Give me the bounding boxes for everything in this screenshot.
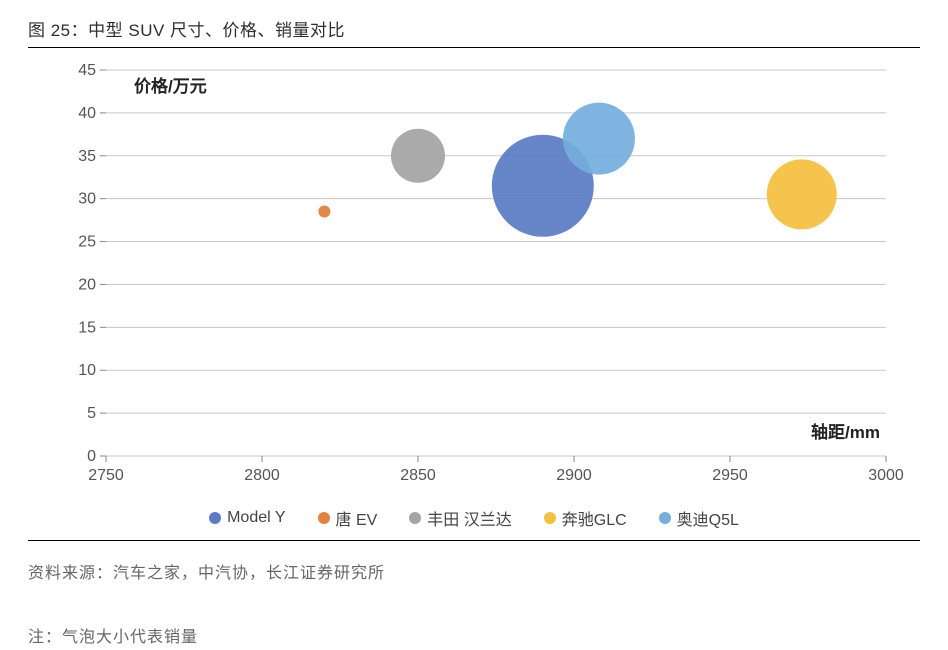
legend-dot-icon <box>409 512 421 524</box>
legend-item: 奥迪Q5L <box>659 506 739 530</box>
legend-item: Model Y <box>209 509 285 527</box>
footnote-line: 注：气泡大小代表销量 <box>28 623 920 647</box>
x-tick-label: 2900 <box>556 467 592 484</box>
legend-label: 丰田 汉兰达 <box>427 506 511 530</box>
bubble-唐-EV <box>318 206 330 218</box>
legend-dot-icon <box>318 512 330 524</box>
chart-legend: Model Y 唐 EV 丰田 汉兰达 奔驰GLC 奥迪Q5L <box>28 502 920 541</box>
bubble-奔驰GLC <box>767 159 837 229</box>
x-tick-label: 2750 <box>88 467 124 484</box>
x-axis-label: 轴距/mm <box>811 422 880 442</box>
x-tick-label: 3000 <box>868 467 904 484</box>
chart-area: 0 5 10 15 20 25 30 35 40 45 2750 2800 2850 2900 2950 30… <box>28 52 920 502</box>
legend-dot-icon <box>659 512 671 524</box>
legend-label: 奥迪Q5L <box>677 506 739 530</box>
y-tick-label: 45 <box>78 62 96 79</box>
y-tick-label: 35 <box>78 148 96 165</box>
y-tick-label: 10 <box>78 362 96 379</box>
y-tick-label: 0 <box>87 448 96 465</box>
bubble-奥迪Q5L <box>563 103 635 175</box>
y-tick-label: 15 <box>78 319 96 336</box>
legend-label: 奔驰GLC <box>562 506 627 530</box>
legend-item: 唐 EV <box>318 506 378 530</box>
y-tick-label: 40 <box>78 105 96 122</box>
y-axis-label: 价格/万元 <box>134 76 207 96</box>
x-tick-label: 2800 <box>244 467 280 484</box>
source-line: 资料来源：汽车之家，中汽协，长江证券研究所 <box>28 559 920 583</box>
legend-label: 唐 EV <box>336 506 378 530</box>
legend-dot-icon <box>209 512 221 524</box>
legend-item: 奔驰GLC <box>544 506 627 530</box>
x-tick-label: 2950 <box>712 467 748 484</box>
figure-title: 图 25：中型 SUV 尺寸、价格、销量对比 <box>28 21 345 40</box>
bubble-丰田-汉兰达 <box>391 129 445 183</box>
y-tick-label: 25 <box>78 234 96 251</box>
y-tick-label: 20 <box>78 276 96 293</box>
legend-label: Model Y <box>227 509 285 527</box>
x-tick-label: 2850 <box>400 467 436 484</box>
y-tick-label: 30 <box>78 191 96 208</box>
y-tick-label: 5 <box>87 405 96 422</box>
figure-title-row: 图 25：中型 SUV 尺寸、价格、销量对比 <box>28 16 920 48</box>
legend-item: 丰田 汉兰达 <box>409 506 511 530</box>
bubble-chart-svg: 0 5 10 15 20 25 30 35 40 45 2750 2800 2850 2900 2950 30… <box>28 52 920 502</box>
legend-dot-icon <box>544 512 556 524</box>
